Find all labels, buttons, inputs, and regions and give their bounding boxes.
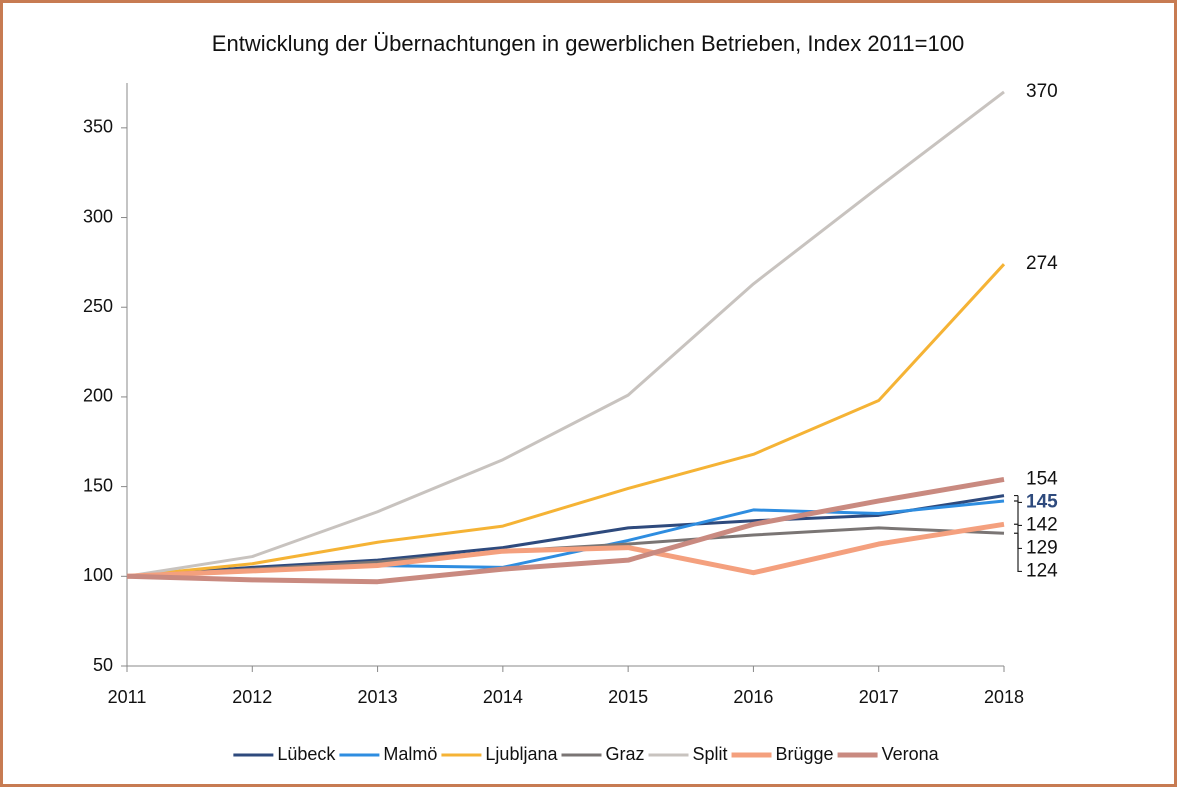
legend-label: Verona	[882, 744, 940, 764]
chart-title: Entwicklung der Übernachtungen in gewerb…	[212, 31, 964, 56]
x-tick-label: 2016	[733, 687, 773, 707]
x-tick-label: 2017	[859, 687, 899, 707]
y-tick-label: 250	[83, 296, 113, 316]
y-tick-label: 300	[83, 206, 113, 226]
series-line	[126, 476, 1005, 585]
y-tick-label: 150	[83, 475, 113, 495]
end-label: 154	[1026, 468, 1058, 489]
y-tick-label: 50	[93, 655, 113, 675]
x-tick-label: 2013	[358, 687, 398, 707]
legend-label: Lübeck	[277, 744, 336, 764]
legend-label: Malmö	[383, 744, 437, 764]
chart: Entwicklung der Übernachtungen in gewerb…	[83, 31, 1058, 764]
legend-label: Ljubljana	[485, 744, 558, 764]
end-label: 145	[1026, 491, 1058, 512]
legend-label: Brügge	[776, 744, 834, 764]
y-tick-label: 100	[83, 565, 113, 585]
x-tick-label: 2014	[483, 687, 523, 707]
y-tick-label: 350	[83, 117, 113, 137]
label-leader	[1014, 532, 1022, 573]
series-line	[126, 90, 1005, 578]
legend-label: Graz	[605, 744, 644, 764]
x-tick-label: 2018	[984, 687, 1024, 707]
label-leader	[1014, 500, 1022, 527]
series-line	[126, 263, 1006, 578]
end-label: 129	[1026, 537, 1058, 558]
end-label: 274	[1026, 253, 1058, 274]
y-tick-label: 200	[83, 386, 113, 406]
legend-label: Split	[693, 744, 728, 764]
series-line	[126, 521, 1005, 579]
x-tick-label: 2015	[608, 687, 648, 707]
x-tick-label: 2012	[232, 687, 272, 707]
end-label: 370	[1026, 81, 1058, 102]
x-tick-label: 2011	[108, 687, 147, 707]
end-label: 124	[1026, 560, 1058, 581]
end-label: 142	[1026, 514, 1058, 535]
series-line	[126, 494, 1005, 578]
